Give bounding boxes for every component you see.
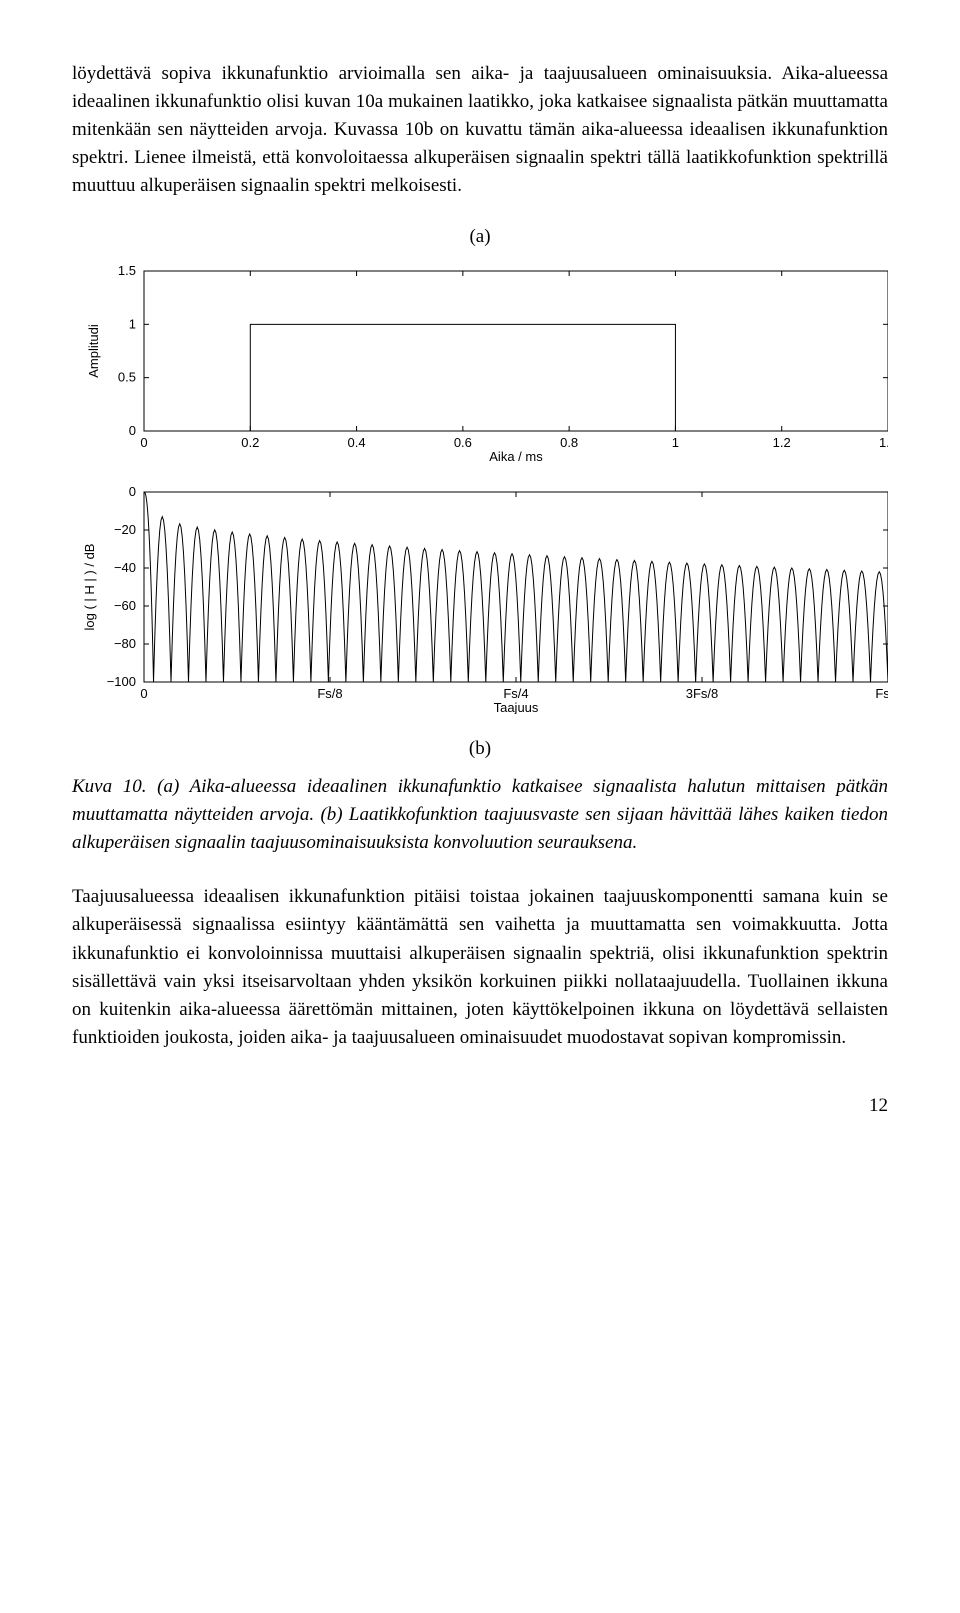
svg-text:−40: −40 [114,560,136,575]
svg-text:1: 1 [129,316,136,331]
svg-text:0: 0 [129,423,136,438]
svg-text:3Fs/8: 3Fs/8 [686,686,719,701]
svg-text:−20: −20 [114,522,136,537]
svg-text:Fs/4: Fs/4 [503,686,528,701]
svg-text:−60: −60 [114,598,136,613]
chart-a-svg: 0 0.2 0.4 0.6 0.8 1 1.2 1.4 0 0.5 1 1.5 Aika / ms Amp… [72,261,888,461]
svg-text:Amplitudi: Amplitudi [86,324,101,378]
svg-text:1.4: 1.4 [879,435,888,450]
svg-text:−80: −80 [114,636,136,651]
svg-text:log ( | H | ) / dB: log ( | H | ) / dB [82,543,97,630]
page-number: 12 [72,1092,888,1120]
paragraph-1: löydettävä sopiva ikkunafunktio arvioima… [72,60,888,201]
svg-text:−100: −100 [107,674,136,689]
figure-a-label: (a) [72,223,888,251]
svg-text:0: 0 [129,484,136,499]
svg-text:0.4: 0.4 [348,435,366,450]
svg-text:0.2: 0.2 [241,435,259,450]
svg-text:1: 1 [672,435,679,450]
svg-text:Fs/2: Fs/2 [875,686,888,701]
svg-text:0.5: 0.5 [118,369,136,384]
svg-text:Fs/8: Fs/8 [317,686,342,701]
figure-caption: Kuva 10. (a) Aika-alueessa ideaalinen ik… [72,773,888,857]
figure-b: 0 Fs/8 Fs/4 3Fs/8 Fs/2 0 −20 −40 −60 −80 −100 Taaju… [72,482,888,723]
svg-text:1.2: 1.2 [773,435,791,450]
svg-text:0.8: 0.8 [560,435,578,450]
svg-text:1.5: 1.5 [118,263,136,278]
svg-text:Taajuus: Taajuus [494,700,539,714]
figure-b-label: (b) [72,735,888,763]
svg-text:Aika / ms: Aika / ms [489,449,543,461]
svg-text:0.6: 0.6 [454,435,472,450]
figure-a: 0 0.2 0.4 0.6 0.8 1 1.2 1.4 0 0.5 1 1.5 Aika / ms Amp… [72,261,888,470]
paragraph-2: Taajuusalueessa ideaalisen ikkunafunktio… [72,883,888,1052]
svg-text:0: 0 [140,686,147,701]
chart-b-svg: 0 Fs/8 Fs/4 3Fs/8 Fs/2 0 −20 −40 −60 −80 −100 Taaju… [72,482,888,714]
svg-text:0: 0 [140,435,147,450]
